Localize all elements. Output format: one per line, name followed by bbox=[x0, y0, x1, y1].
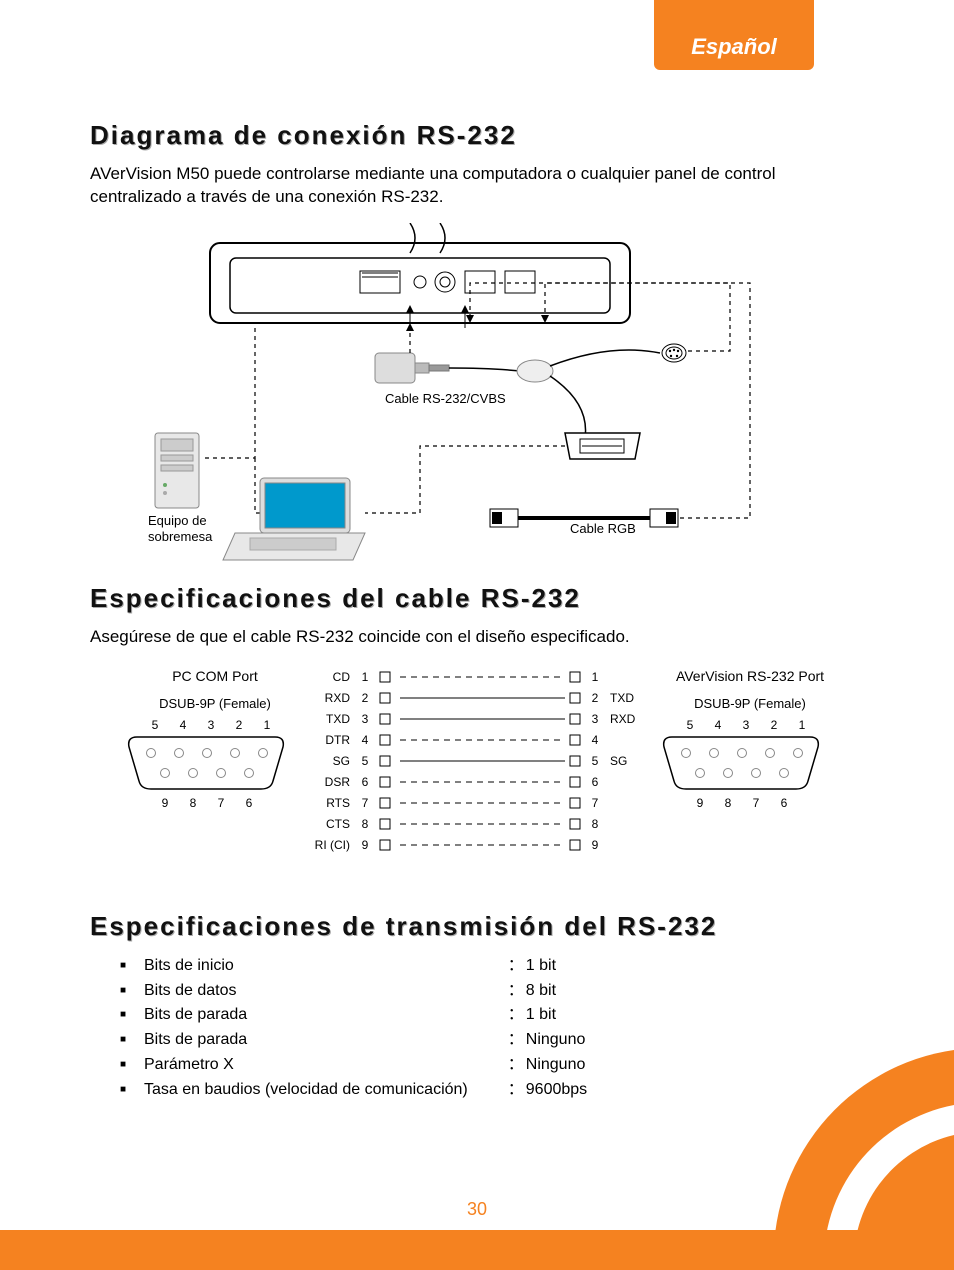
connection-diagram: Cable RS-232/CVBS Cable RGB Equipo de so… bbox=[90, 223, 860, 563]
svg-text:7: 7 bbox=[592, 796, 599, 810]
svg-text:8: 8 bbox=[592, 817, 599, 831]
trans-item-value: 1 bit bbox=[508, 1003, 628, 1028]
trans-values: 1 bit8 bit1 bitNingunoNinguno9600bps bbox=[508, 954, 628, 1103]
trans-item-value: 8 bit bbox=[508, 979, 628, 1004]
svg-text:9: 9 bbox=[592, 838, 599, 852]
svg-text:3: 3 bbox=[362, 712, 369, 726]
right-port-sub: DSUB-9P (Female) bbox=[694, 696, 806, 711]
trans-item-label: Tasa en baudios (velocidad de comunicaci… bbox=[120, 1078, 468, 1103]
section3-title: Especificaciones de transmisión del RS-2… bbox=[90, 911, 864, 942]
svg-text:1: 1 bbox=[362, 670, 369, 684]
svg-text:9: 9 bbox=[697, 796, 704, 810]
laptop-icon bbox=[223, 478, 365, 560]
footer-bar bbox=[0, 1230, 954, 1270]
right-port-title: AVerVision RS-232 Port bbox=[676, 668, 824, 684]
trans-item-label: Bits de parada bbox=[120, 1028, 468, 1053]
page: Español Diagrama de conexión RS-232 AVer… bbox=[0, 0, 954, 1270]
trans-labels: Bits de inicioBits de datosBits de parad… bbox=[120, 954, 468, 1103]
cable1-label: Cable RS-232/CVBS bbox=[385, 391, 506, 406]
trans-item-label: Parámetro X bbox=[120, 1053, 468, 1078]
svg-text:3: 3 bbox=[592, 712, 599, 726]
svg-text:DTR: DTR bbox=[325, 733, 350, 747]
trans-item-label: Bits de inicio bbox=[120, 954, 468, 979]
pinout-diagram: PC COM Port DSUB-9P (Female) 5 4 3 2 1 9 8 7 6 A… bbox=[90, 663, 860, 893]
svg-text:6: 6 bbox=[362, 775, 369, 789]
svg-text:DSR: DSR bbox=[325, 775, 351, 789]
content-area: Diagrama de conexión RS-232 AVerVision M… bbox=[90, 120, 864, 1103]
svg-text:9: 9 bbox=[162, 796, 169, 810]
svg-text:8: 8 bbox=[190, 796, 197, 810]
svg-text:7: 7 bbox=[753, 796, 760, 810]
trans-item-value: Ninguno bbox=[508, 1053, 628, 1078]
svg-text:CD: CD bbox=[333, 670, 351, 684]
cable2-label: Cable RGB bbox=[570, 521, 636, 536]
svg-text:2: 2 bbox=[236, 718, 243, 732]
svg-text:2: 2 bbox=[771, 718, 778, 732]
svg-text:8: 8 bbox=[725, 796, 732, 810]
svg-text:3: 3 bbox=[208, 718, 215, 732]
trans-item-value: 9600bps bbox=[508, 1078, 628, 1103]
trans-item-value: Ninguno bbox=[508, 1028, 628, 1053]
svg-text:4: 4 bbox=[180, 718, 187, 732]
svg-text:6: 6 bbox=[592, 775, 599, 789]
svg-text:5: 5 bbox=[362, 754, 369, 768]
trans-item-value: 1 bit bbox=[508, 954, 628, 979]
trans-item-label: Bits de parada bbox=[120, 1003, 468, 1028]
svg-text:RI (CI): RI (CI) bbox=[315, 838, 350, 852]
svg-text:TXD: TXD bbox=[326, 712, 350, 726]
svg-text:4: 4 bbox=[715, 718, 722, 732]
svg-text:1: 1 bbox=[264, 718, 271, 732]
svg-text:9: 9 bbox=[362, 838, 369, 852]
svg-text:2: 2 bbox=[592, 691, 599, 705]
desktop-label-1: Equipo de bbox=[148, 513, 207, 528]
svg-text:5: 5 bbox=[152, 718, 159, 732]
section2-lead: Asegúrese de que el cable RS-232 coincid… bbox=[90, 626, 864, 649]
section1-title: Diagrama de conexión RS-232 bbox=[90, 120, 864, 151]
pinout-svg: PC COM Port DSUB-9P (Female) 5 4 3 2 1 9 8 7 6 A… bbox=[90, 663, 860, 893]
svg-text:RXD: RXD bbox=[610, 712, 636, 726]
svg-text:5: 5 bbox=[687, 718, 694, 732]
section1-lead: AVerVision M50 puede controlarse mediant… bbox=[90, 163, 864, 209]
connection-diagram-svg: Cable RS-232/CVBS Cable RGB Equipo de so… bbox=[90, 223, 860, 563]
svg-text:SG: SG bbox=[333, 754, 350, 768]
svg-text:TXD: TXD bbox=[610, 691, 634, 705]
section2-title: Especificaciones del cable RS-232 bbox=[90, 583, 864, 614]
desktop-icon bbox=[155, 433, 199, 508]
svg-text:4: 4 bbox=[362, 733, 369, 747]
svg-text:SG: SG bbox=[610, 754, 627, 768]
svg-text:RXD: RXD bbox=[325, 691, 351, 705]
svg-text:4: 4 bbox=[592, 733, 599, 747]
svg-text:1: 1 bbox=[799, 718, 806, 732]
svg-text:7: 7 bbox=[362, 796, 369, 810]
svg-text:1: 1 bbox=[592, 670, 599, 684]
language-tab: Español bbox=[654, 0, 814, 70]
left-port-title: PC COM Port bbox=[172, 668, 258, 684]
svg-text:7: 7 bbox=[218, 796, 225, 810]
svg-text:2: 2 bbox=[362, 691, 369, 705]
svg-text:5: 5 bbox=[592, 754, 599, 768]
trans-item-label: Bits de datos bbox=[120, 979, 468, 1004]
svg-text:CTS: CTS bbox=[326, 817, 350, 831]
left-port-sub: DSUB-9P (Female) bbox=[159, 696, 271, 711]
svg-text:RTS: RTS bbox=[326, 796, 350, 810]
svg-text:6: 6 bbox=[781, 796, 788, 810]
svg-text:3: 3 bbox=[743, 718, 750, 732]
language-tab-text: Español bbox=[691, 34, 777, 60]
svg-text:8: 8 bbox=[362, 817, 369, 831]
svg-text:6: 6 bbox=[246, 796, 253, 810]
desktop-label-2: sobremesa bbox=[148, 529, 213, 544]
